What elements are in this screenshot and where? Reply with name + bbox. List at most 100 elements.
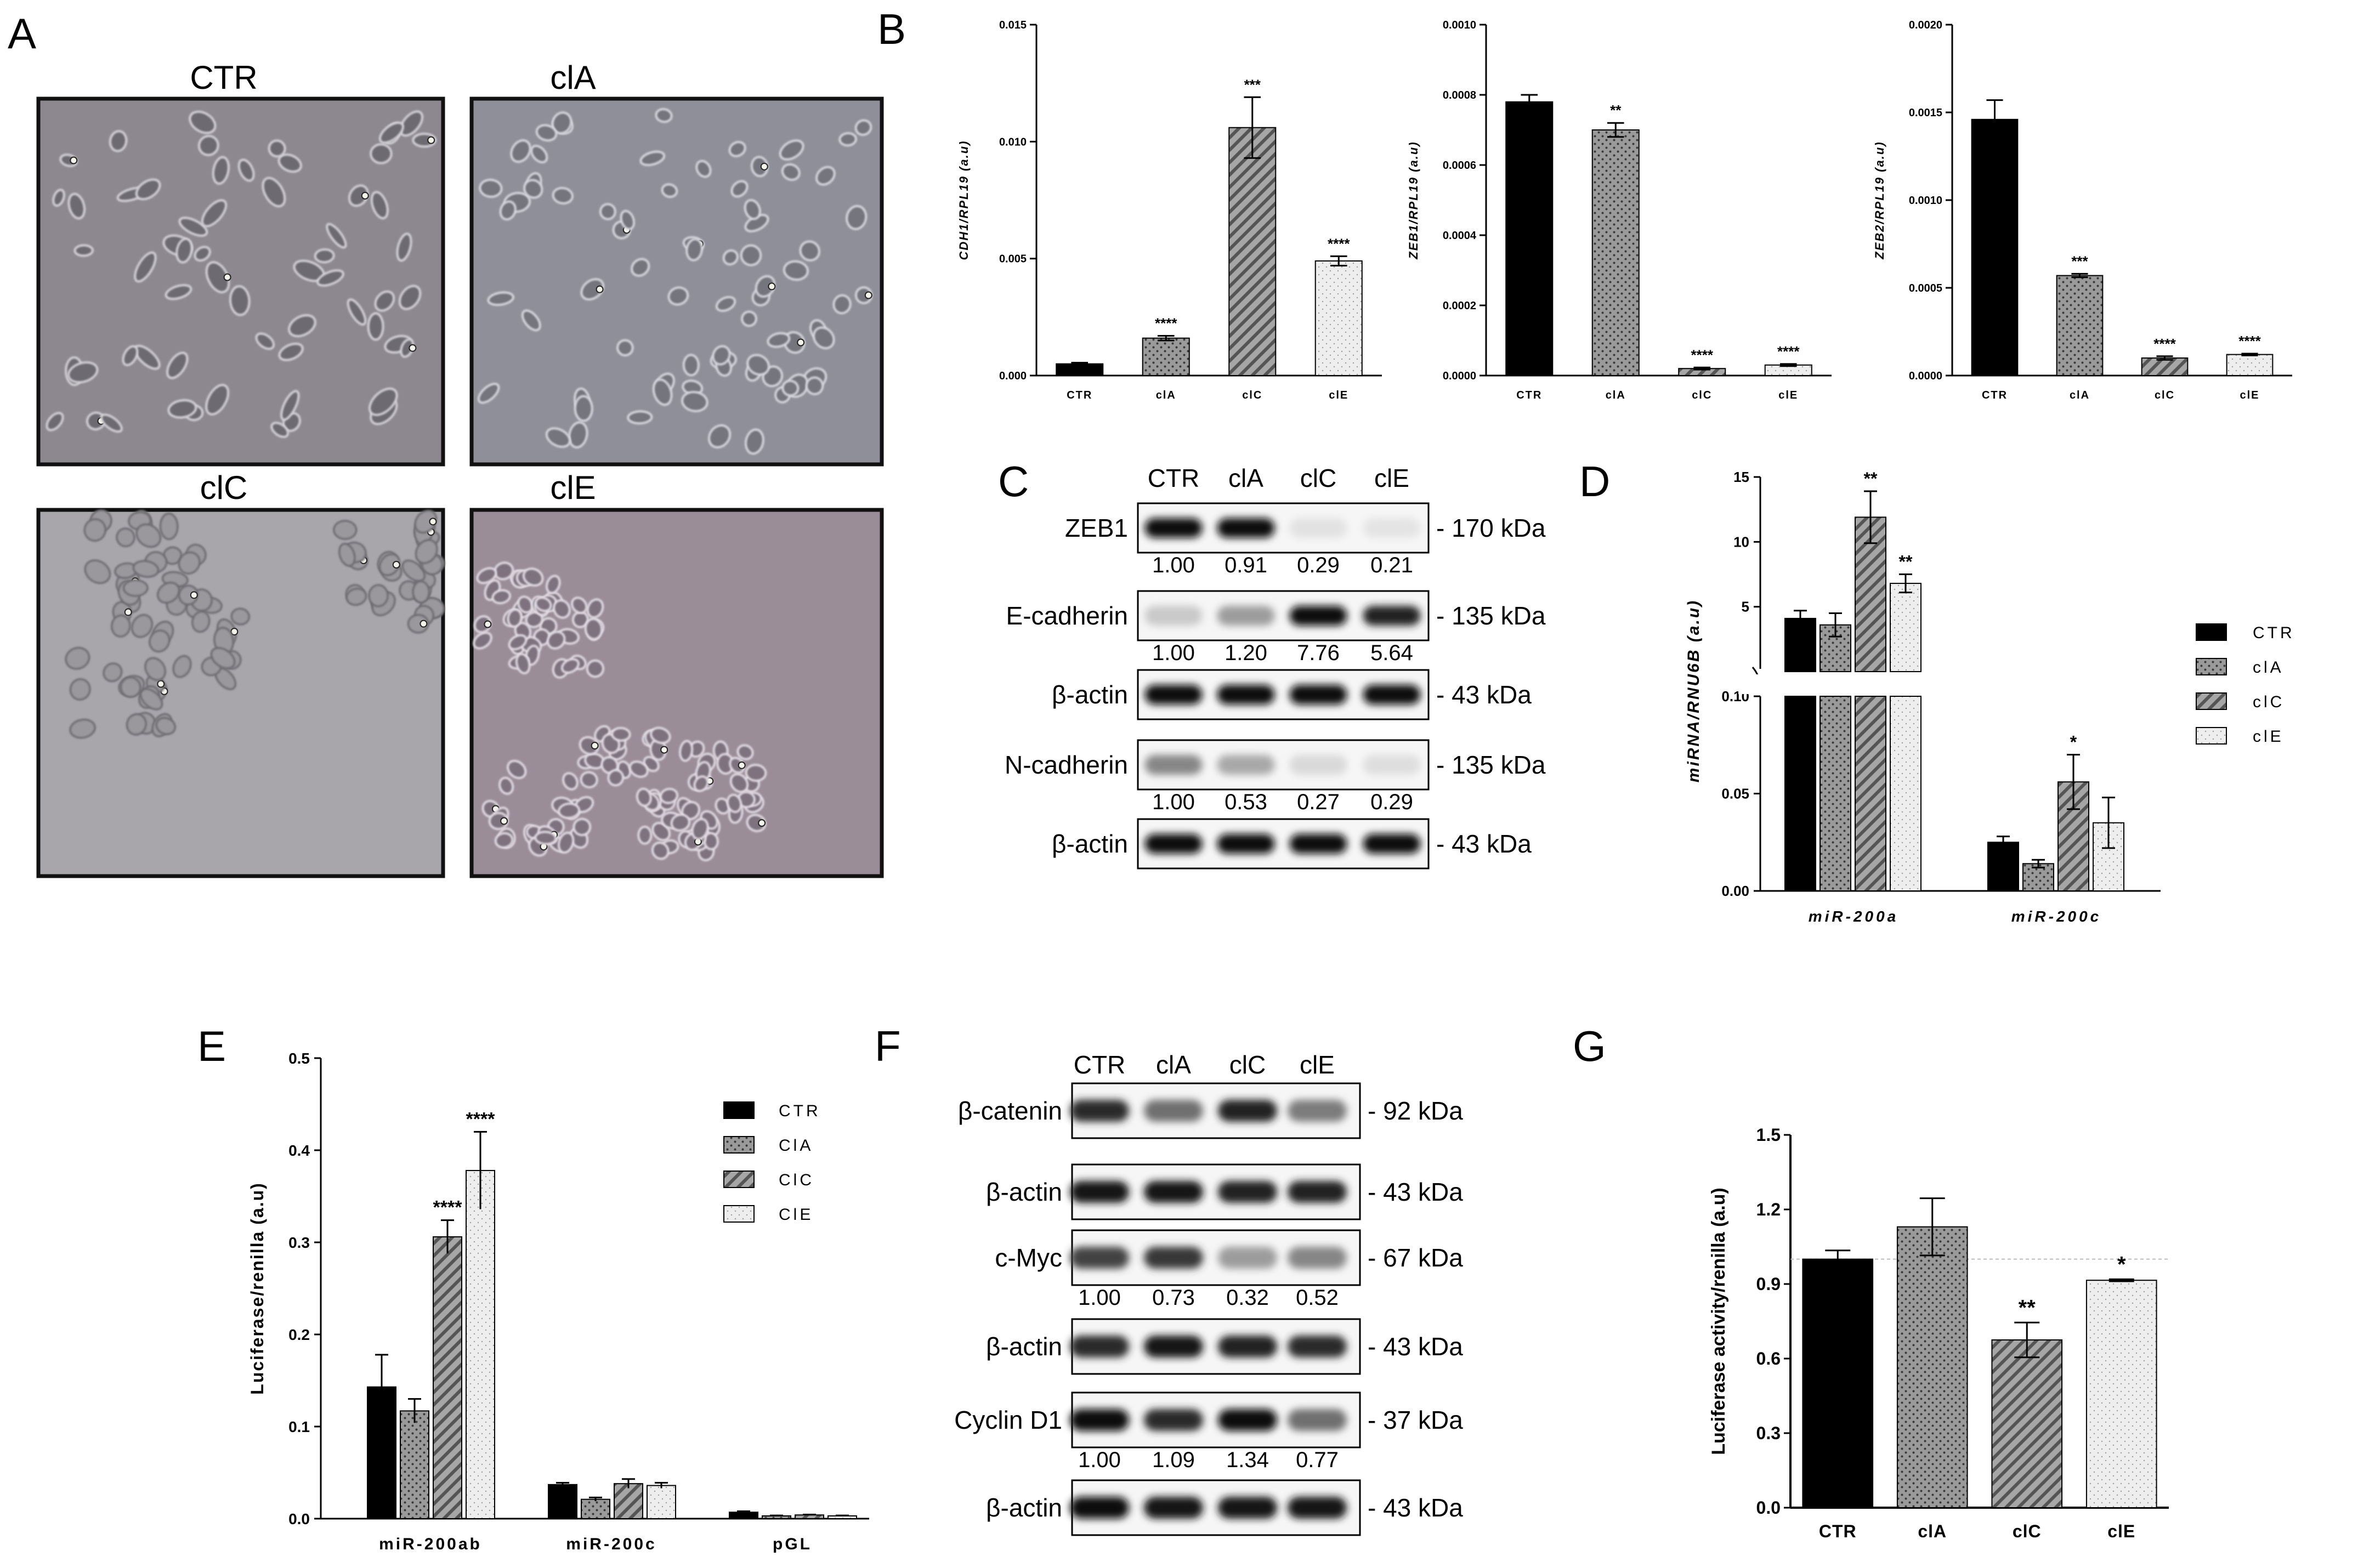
chart-zeb2: 0.0000 0.0005 0.0010 0.0015 0.0020 CTR clA *** c… (1873, 19, 2292, 401)
micrograph-clc: clC (36, 469, 445, 878)
y-tick-label: 0.1 (288, 1418, 310, 1435)
cell (178, 217, 208, 237)
cell (607, 769, 625, 787)
band (1363, 755, 1421, 775)
cell (708, 424, 731, 448)
densitometry-value: 1.00 (1078, 1286, 1121, 1310)
cell (546, 630, 566, 650)
cell (288, 314, 316, 338)
cell (652, 378, 673, 406)
band (1289, 834, 1347, 854)
cell (507, 759, 527, 779)
cell (579, 736, 599, 755)
cell (637, 826, 653, 845)
y-tick-label: 0.00 (1721, 883, 1749, 899)
band (1217, 518, 1275, 538)
band (1218, 1497, 1277, 1519)
cell (812, 326, 835, 350)
lane-header: clA (1228, 464, 1263, 492)
densitometry-value: 0.21 (1370, 553, 1413, 577)
significance: ** (2019, 1296, 2036, 1320)
band (1144, 685, 1203, 705)
cell (134, 251, 157, 283)
cell (639, 150, 666, 166)
cell (135, 523, 162, 548)
cell (230, 607, 251, 626)
band (1289, 518, 1347, 538)
band (1363, 606, 1421, 626)
cell (682, 354, 700, 377)
cell (846, 205, 868, 230)
cell (627, 410, 653, 425)
band (1144, 606, 1203, 626)
cell (194, 246, 211, 262)
bar-ctr (1971, 118, 2019, 377)
cell (499, 200, 517, 221)
cell (401, 559, 426, 582)
cell (237, 158, 255, 182)
band (1070, 1336, 1129, 1357)
break-gap (1738, 674, 2177, 694)
chart-mirna: 510150.000.050.10****miR-200a*miR-200cCT… (1685, 469, 2292, 925)
cell (755, 275, 776, 298)
cell (378, 553, 401, 576)
cell (574, 395, 593, 422)
significance: **** (1155, 315, 1177, 331)
cell (270, 422, 290, 438)
y-tick-label: 0.005 (999, 253, 1027, 265)
bar-clc (1228, 127, 1277, 376)
bright-cell (223, 273, 231, 281)
cell (580, 278, 605, 301)
densitometry-value: 1.00 (1152, 790, 1195, 814)
mw-marker: - 43 kDa (1436, 680, 1532, 709)
y-tick-label: 0.0010 (1909, 195, 1942, 207)
bar-cla (1896, 1226, 1968, 1509)
x-group-label: miR-200a (1809, 908, 1899, 925)
band (1289, 685, 1347, 705)
legend-label: CTR (779, 1102, 821, 1120)
bar-cle-upper (1890, 583, 1921, 672)
cell (616, 339, 634, 356)
y-tick-label: 0.0005 (1909, 282, 1942, 294)
cell (83, 518, 106, 542)
cell (135, 178, 161, 201)
cell-texture (477, 108, 873, 455)
x-tick-label: clC (2013, 1521, 2042, 1541)
y-tick-label: 0.015 (999, 19, 1027, 31)
band (1070, 1181, 1129, 1203)
cell (156, 582, 180, 604)
densitometry-value: 0.73 (1152, 1286, 1195, 1310)
band (1218, 1247, 1277, 1269)
legend-swatch (2196, 692, 2227, 710)
band (1288, 1247, 1347, 1269)
y-tick-label: 0.010 (999, 136, 1027, 148)
significance: **** (1691, 346, 1714, 363)
mw-marker: - 135 kDa (1436, 751, 1546, 779)
cell (487, 291, 514, 306)
x-tick-label: clA (2070, 389, 2090, 401)
densitometry-value: 7.76 (1297, 641, 1340, 665)
cell (693, 775, 709, 792)
mw-marker: - 37 kDa (1368, 1406, 1463, 1434)
bar-cla (2022, 863, 2054, 892)
legend-label: ClA (779, 1137, 813, 1155)
y-axis-title: Luciferase activity/renilla (a.u) (1708, 1188, 1729, 1455)
densitometry-value: 1.34 (1226, 1448, 1269, 1472)
cell (178, 551, 201, 575)
cell (571, 596, 588, 614)
cell (573, 817, 592, 837)
band (1217, 834, 1275, 854)
band (1144, 1100, 1203, 1122)
significance: **** (1777, 343, 1800, 360)
y-tick-label: 0.4 (288, 1142, 310, 1159)
cell (348, 184, 369, 207)
cell (205, 384, 230, 416)
y-tick-label: 0.000 (999, 370, 1027, 382)
y-tick-label: 0.9 (1756, 1274, 1781, 1294)
cell (510, 139, 531, 163)
cell (561, 658, 580, 674)
cell (398, 285, 422, 310)
bar-cla-lower (1819, 696, 1851, 891)
mw-marker: - 43 kDa (1368, 1493, 1463, 1522)
protein-label: c-Myc (995, 1243, 1062, 1272)
